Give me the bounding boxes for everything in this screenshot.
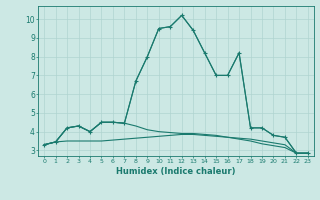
X-axis label: Humidex (Indice chaleur): Humidex (Indice chaleur): [116, 167, 236, 176]
